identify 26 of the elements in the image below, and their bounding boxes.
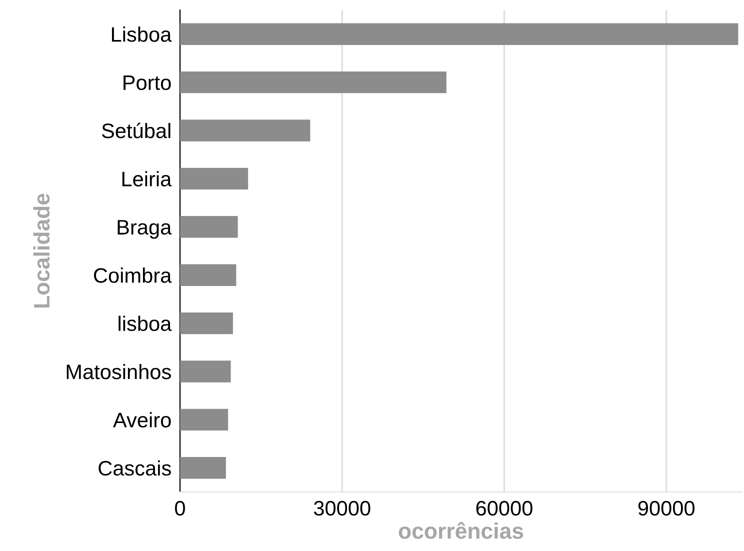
bar bbox=[180, 168, 248, 190]
x-tick-label: 0 bbox=[175, 500, 185, 516]
y-tick-label: Braga bbox=[118, 220, 172, 239]
y-tick-label: Matosinhos bbox=[66, 364, 171, 380]
y-tick-label: Porto bbox=[124, 76, 171, 90]
bar bbox=[180, 71, 446, 94]
y-tick-label: Lisboa bbox=[112, 26, 172, 42]
bar bbox=[180, 408, 228, 431]
y-tick-label: Setúbal bbox=[102, 122, 170, 138]
x-tick-label: 60000 bbox=[476, 500, 532, 516]
bar bbox=[180, 216, 238, 238]
y-tick-label: Coimbra bbox=[94, 268, 172, 283]
bar bbox=[180, 264, 236, 286]
y-tick-label: Cascais bbox=[98, 460, 171, 476]
bar bbox=[180, 312, 233, 334]
bar bbox=[180, 120, 310, 142]
x-axis-title: ocorrências bbox=[398, 522, 524, 539]
bar bbox=[180, 23, 738, 45]
x-tick-label: 90000 bbox=[638, 500, 694, 516]
y-tick-label: Leiria bbox=[122, 171, 172, 186]
bar bbox=[180, 360, 231, 382]
y-tick-label: lisboa bbox=[118, 316, 172, 332]
x-tick-label: 30000 bbox=[314, 500, 370, 516]
y-axis-title: Localidade bbox=[33, 194, 50, 308]
bar bbox=[180, 457, 226, 479]
y-tick-label: Aveiro bbox=[113, 412, 171, 428]
